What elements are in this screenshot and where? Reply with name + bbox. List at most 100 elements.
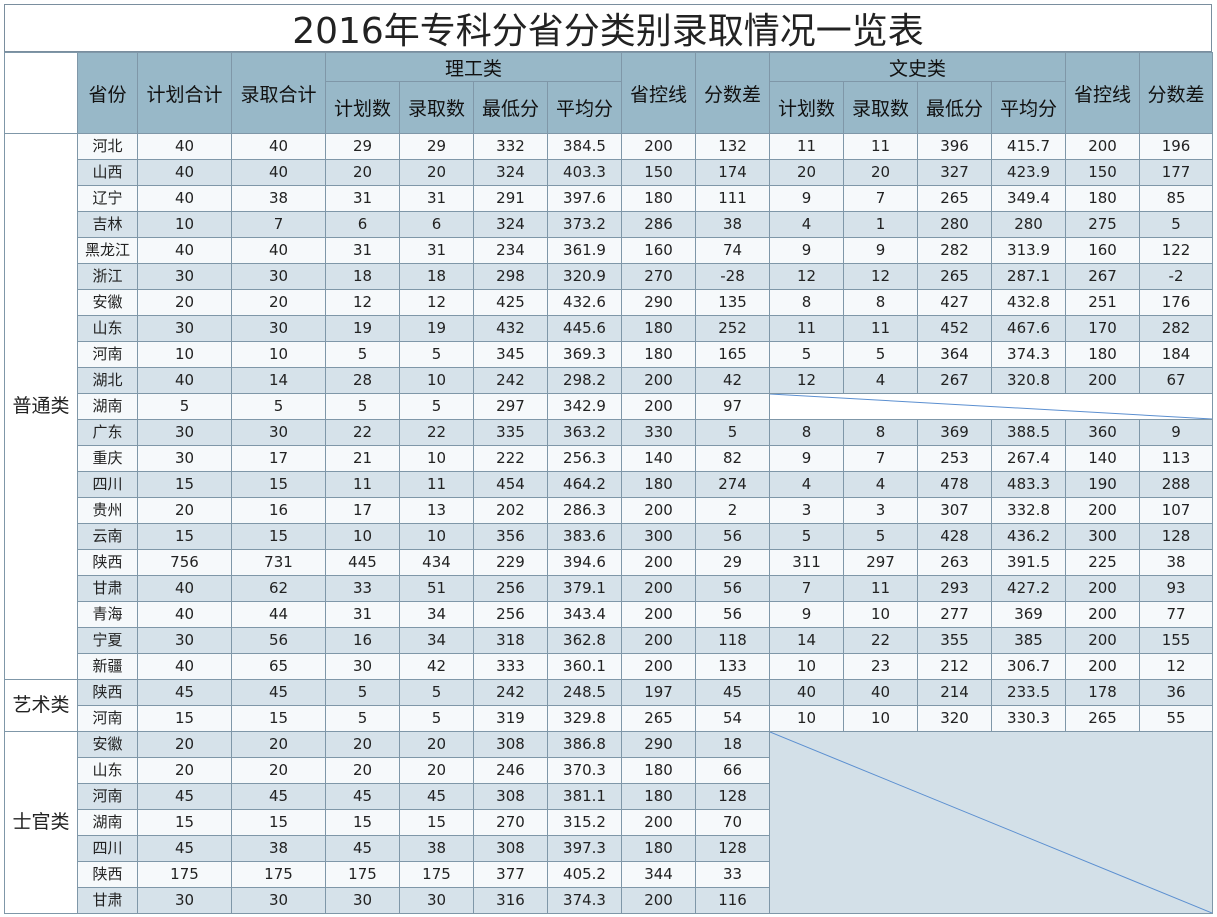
plan-total-cell: 40	[137, 653, 232, 680]
science-min-cell: 229	[473, 549, 548, 576]
admit-total-cell: 16	[231, 497, 326, 524]
science-avg-cell: 405.2	[546, 861, 623, 888]
arts-admit-cell: 3	[843, 497, 919, 524]
science-admit-cell: 42	[399, 653, 474, 680]
arts-score-diff-cell: 85	[1139, 185, 1214, 212]
arts-score-diff-cell: 184	[1139, 341, 1214, 368]
arts-control-line-cell: 300	[1065, 523, 1141, 550]
header-science-plan: 计划数	[325, 81, 400, 134]
plan-total-cell: 30	[137, 419, 232, 446]
header-science-score-diff: 分数差	[695, 52, 771, 134]
science-avg-cell: 369.3	[546, 341, 623, 368]
science-plan-cell: 20	[325, 159, 400, 186]
science-min-cell: 454	[473, 471, 548, 498]
arts-min-cell: 280	[917, 211, 993, 238]
arts-admit-cell: 10	[843, 705, 919, 732]
arts-score-diff-cell: 282	[1139, 315, 1214, 342]
admit-total-cell: 30	[231, 887, 326, 914]
plan-total-cell: 15	[137, 809, 232, 836]
science-control-line-cell: 300	[621, 523, 697, 550]
admit-total-cell: 15	[231, 705, 326, 732]
science-admit-cell: 434	[399, 549, 474, 576]
science-plan-cell: 20	[325, 731, 400, 758]
arts-admit-cell: 11	[843, 133, 919, 160]
arts-control-line-cell: 251	[1065, 289, 1141, 316]
arts-min-cell: 253	[917, 445, 993, 472]
admit-total-cell: 40	[231, 159, 326, 186]
science-min-cell: 316	[473, 887, 548, 914]
science-min-cell: 234	[473, 237, 548, 264]
arts-avg-cell: 280	[991, 211, 1067, 238]
science-control-line-cell: 286	[621, 211, 697, 238]
arts-control-line-cell: 275	[1065, 211, 1141, 238]
arts-plan-cell: 4	[769, 211, 845, 238]
science-score-diff-cell: 5	[695, 419, 771, 446]
province-cell: 四川	[77, 471, 138, 498]
page-title: 2016年专科分省分类别录取情况一览表	[4, 4, 1212, 52]
province-cell: 陕西	[77, 549, 138, 576]
science-avg-cell: 386.8	[546, 731, 623, 758]
table-row: 山西 40 40 20 20 324 403.3 150 174 20 20 327 423.9 150 1…	[5, 159, 1214, 186]
science-control-line-cell: 180	[621, 341, 697, 368]
science-score-diff-cell: 274	[695, 471, 771, 498]
arts-avg-cell: 385	[991, 627, 1067, 654]
arts-score-diff-cell: 55	[1139, 705, 1214, 732]
science-min-cell: 270	[473, 809, 548, 836]
science-min-cell: 246	[473, 757, 548, 784]
science-avg-cell: 342.9	[546, 393, 623, 420]
admit-total-cell: 40	[231, 237, 326, 264]
arts-avg-cell: 374.3	[991, 341, 1067, 368]
science-admit-cell: 20	[399, 757, 474, 784]
arts-score-diff-cell: 288	[1139, 471, 1214, 498]
admit-total-cell: 38	[231, 185, 326, 212]
arts-score-diff-cell: 107	[1139, 497, 1214, 524]
header-science-admit: 录取数	[399, 81, 474, 134]
science-control-line-cell: 290	[621, 731, 697, 758]
science-avg-cell: 403.3	[546, 159, 623, 186]
science-control-line-cell: 150	[621, 159, 697, 186]
science-control-line-cell: 200	[621, 601, 697, 628]
science-score-diff-cell: 56	[695, 523, 771, 550]
science-plan-cell: 10	[325, 523, 400, 550]
science-plan-cell: 16	[325, 627, 400, 654]
table-row: 吉林 10 7 6 6 324 373.2 286 38 4 1 280 280 275 5	[5, 211, 1214, 238]
arts-empty-cell	[769, 731, 1214, 914]
plan-total-cell: 30	[137, 887, 232, 914]
science-control-line-cell: 200	[621, 497, 697, 524]
province-cell: 黑龙江	[77, 237, 138, 264]
science-min-cell: 319	[473, 705, 548, 732]
arts-admit-cell: 40	[843, 679, 919, 706]
arts-score-diff-cell: 176	[1139, 289, 1214, 316]
science-admit-cell: 45	[399, 783, 474, 810]
arts-admit-cell: 5	[843, 341, 919, 368]
science-min-cell: 222	[473, 445, 548, 472]
science-admit-cell: 15	[399, 809, 474, 836]
arts-avg-cell: 483.3	[991, 471, 1067, 498]
science-score-diff-cell: 56	[695, 601, 771, 628]
admit-total-cell: 7	[231, 211, 326, 238]
science-plan-cell: 15	[325, 809, 400, 836]
science-admit-cell: 30	[399, 887, 474, 914]
arts-admit-cell: 11	[843, 575, 919, 602]
arts-score-diff-cell: -2	[1139, 263, 1214, 290]
arts-admit-cell: 4	[843, 367, 919, 394]
science-control-line-cell: 160	[621, 237, 697, 264]
admission-table: 省份 计划合计 录取合计 理工类 省控线 分数差 文史类 省控线 分数差 计划数…	[4, 52, 1214, 914]
science-plan-cell: 33	[325, 575, 400, 602]
province-cell: 湖北	[77, 367, 138, 394]
header-arts-plan: 计划数	[769, 81, 845, 134]
arts-avg-cell: 313.9	[991, 237, 1067, 264]
arts-plan-cell: 40	[769, 679, 845, 706]
admit-total-cell: 17	[231, 445, 326, 472]
arts-control-line-cell: 200	[1065, 367, 1141, 394]
science-control-line-cell: 200	[621, 549, 697, 576]
header-arts-min: 最低分	[917, 81, 993, 134]
province-cell: 辽宁	[77, 185, 138, 212]
admit-total-cell: 44	[231, 601, 326, 628]
arts-control-line-cell: 200	[1065, 575, 1141, 602]
arts-score-diff-cell: 9	[1139, 419, 1214, 446]
science-control-line-cell: 180	[621, 315, 697, 342]
table-row: 安徽 20 20 12 12 425 432.6 290 135 8 8 427 432.8 251 176	[5, 289, 1214, 316]
science-avg-cell: 329.8	[546, 705, 623, 732]
